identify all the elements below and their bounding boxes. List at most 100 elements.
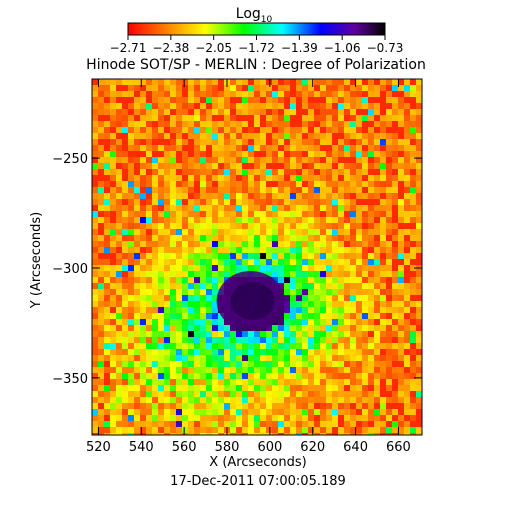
heatmap-cell (176, 163, 182, 169)
heatmap-cell (266, 229, 272, 235)
heatmap-cell (344, 331, 350, 337)
heatmap-cell (356, 91, 362, 97)
heatmap-cell (320, 199, 326, 205)
heatmap-cell (362, 385, 368, 391)
heatmap-cell (296, 331, 302, 337)
heatmap-cell (248, 247, 254, 253)
heatmap-cell (134, 355, 140, 361)
heatmap-cell (212, 175, 218, 181)
heatmap-cell (398, 421, 404, 427)
heatmap-cell (164, 181, 170, 187)
heatmap-cell (332, 271, 338, 277)
heatmap-cell (92, 241, 98, 247)
heatmap-cell (338, 433, 344, 435)
heatmap-cell (110, 133, 116, 139)
heatmap-cell (176, 325, 182, 331)
heatmap-cell (398, 373, 404, 379)
heatmap-cell (182, 367, 188, 373)
heatmap-cell (260, 157, 266, 163)
heatmap-cell (308, 91, 314, 97)
heatmap-cell (92, 295, 98, 301)
heatmap-cell (206, 205, 212, 211)
heatmap-cell (302, 307, 308, 313)
heatmap-cell (158, 295, 164, 301)
heatmap-cell (206, 241, 212, 247)
heatmap-cell (224, 133, 230, 139)
heatmap-cell (188, 391, 194, 397)
heatmap-cell (380, 217, 386, 223)
heatmap-cell (272, 367, 278, 373)
heatmap-cell (128, 295, 134, 301)
heatmap-cell (236, 337, 242, 343)
heatmap-cell (230, 355, 236, 361)
heatmap-cell (398, 385, 404, 391)
heatmap-cell (164, 223, 170, 229)
heatmap-cell (410, 379, 416, 385)
heatmap-cell (158, 319, 164, 325)
heatmap-cell (362, 289, 368, 295)
heatmap-cell (248, 97, 254, 103)
heatmap-cell (338, 241, 344, 247)
heatmap-cell (338, 229, 344, 235)
heatmap-cell (104, 301, 110, 307)
heatmap-cell (290, 157, 296, 163)
heatmap-cell (146, 241, 152, 247)
heatmap-cell (392, 115, 398, 121)
heatmap-cell (344, 409, 350, 415)
heatmap-cell (362, 361, 368, 367)
heatmap-cell (326, 121, 332, 127)
heatmap-cell (290, 337, 296, 343)
heatmap-cell (158, 253, 164, 259)
heatmap-cell (368, 139, 374, 145)
heatmap-cell (308, 157, 314, 163)
heatmap-cell (290, 145, 296, 151)
heatmap-cell (200, 427, 206, 433)
heatmap-cell (278, 133, 284, 139)
heatmap-cell (194, 433, 200, 435)
heatmap-cell (182, 217, 188, 223)
heatmap-cell (392, 103, 398, 109)
heatmap-cell (260, 403, 266, 409)
heatmap-cell (272, 157, 278, 163)
heatmap-cell (218, 379, 224, 385)
heatmap-cell (344, 127, 350, 133)
heatmap-cell (242, 97, 248, 103)
heatmap-cell (194, 337, 200, 343)
heatmap-cell (356, 349, 362, 355)
heatmap-cell (236, 403, 242, 409)
heatmap-cell (314, 223, 320, 229)
heatmap-cell (332, 283, 338, 289)
heatmap-cell (338, 397, 344, 403)
heatmap-cell (92, 133, 98, 139)
heatmap-cell (326, 331, 332, 337)
heatmap-cell (290, 367, 296, 373)
heatmap-cell (224, 193, 230, 199)
heatmap-cell (188, 397, 194, 403)
heatmap-cell (332, 247, 338, 253)
heatmap-cell (350, 331, 356, 337)
heatmap-cell (104, 181, 110, 187)
heatmap-cell (260, 91, 266, 97)
heatmap-cell (404, 187, 410, 193)
heatmap-cell (314, 79, 320, 85)
heatmap-cell (326, 151, 332, 157)
heatmap-cell (332, 85, 338, 91)
heatmap-cell (314, 235, 320, 241)
heatmap-cell (182, 427, 188, 433)
heatmap-cell (188, 157, 194, 163)
heatmap-cell (176, 337, 182, 343)
heatmap-cell (194, 235, 200, 241)
heatmap-cell (332, 337, 338, 343)
heatmap-cell (266, 103, 272, 109)
heatmap-cell (236, 193, 242, 199)
heatmap-cell (350, 163, 356, 169)
heatmap-cell (278, 313, 284, 319)
heatmap-cell (164, 145, 170, 151)
heatmap-cell (128, 133, 134, 139)
heatmap-cell (158, 247, 164, 253)
heatmap-cell (368, 415, 374, 421)
heatmap-cell (152, 277, 158, 283)
heatmap-cell (224, 271, 230, 277)
heatmap-cell (140, 319, 146, 325)
heatmap-cell (158, 271, 164, 277)
